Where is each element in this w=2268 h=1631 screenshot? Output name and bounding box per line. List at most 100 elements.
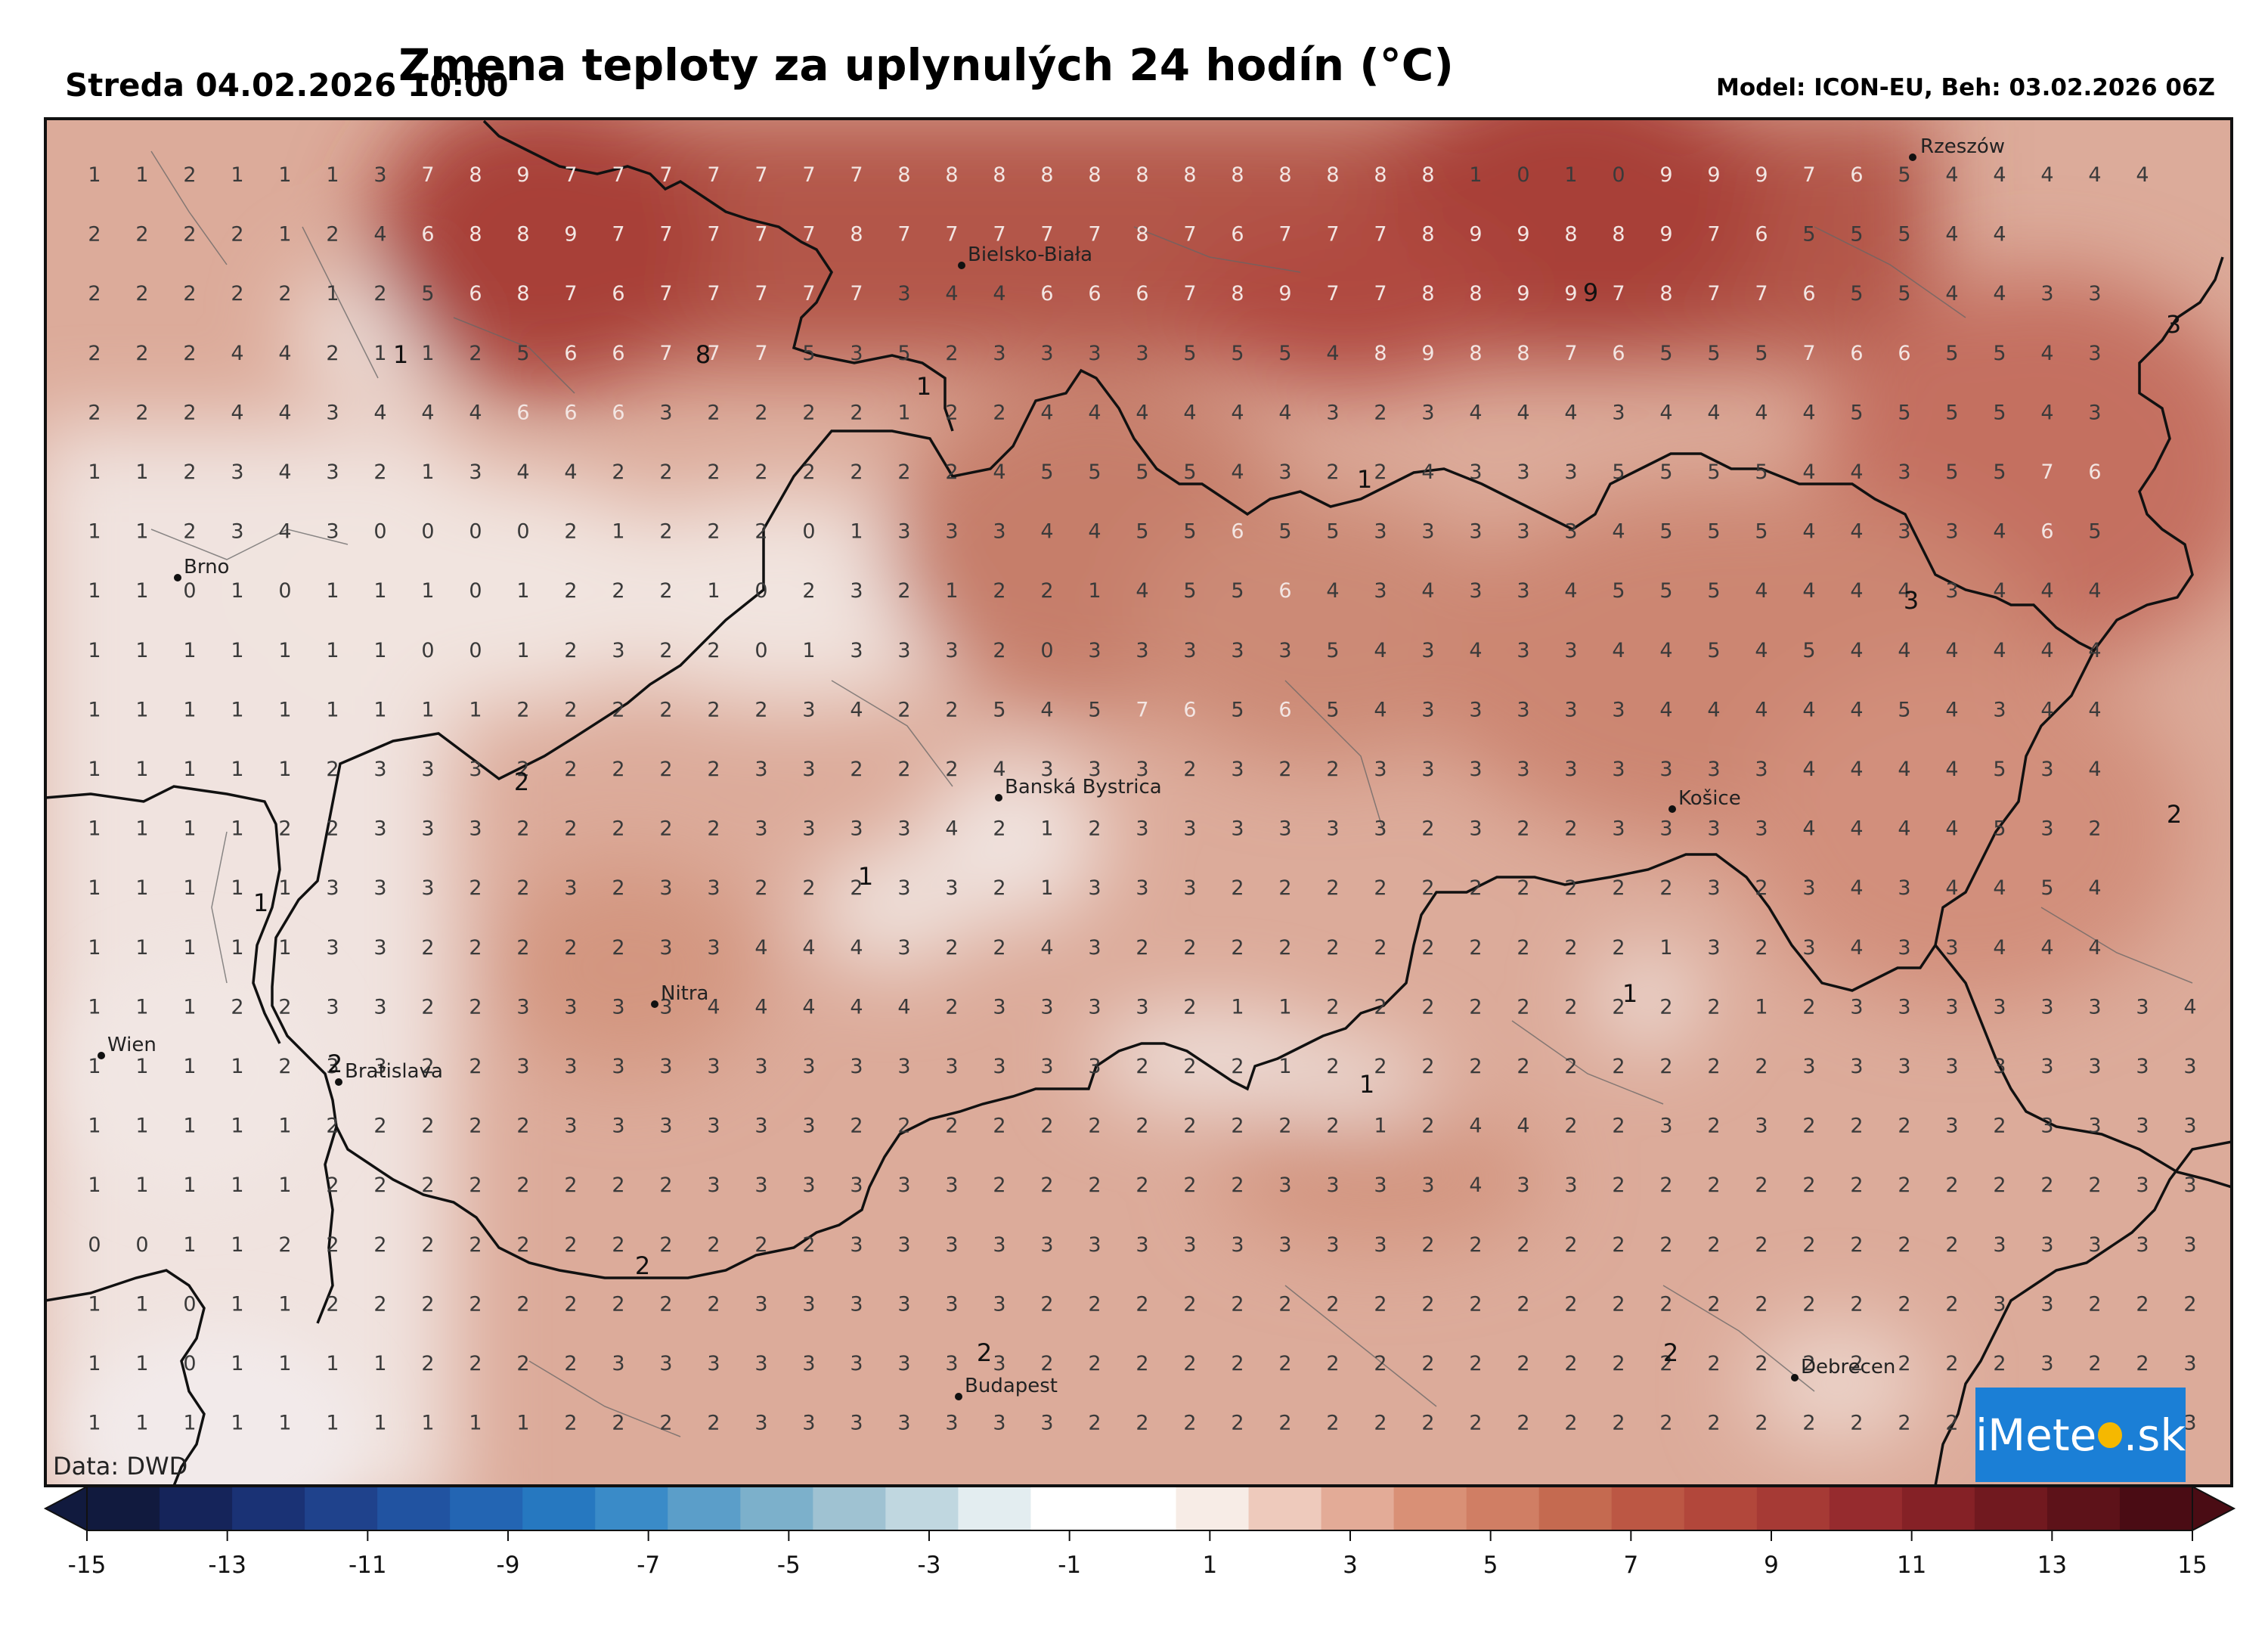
grid-value: 1 xyxy=(231,1055,243,1078)
grid-value: 3 xyxy=(2088,401,2101,424)
grid-value: 3 xyxy=(850,1352,863,1375)
grid-value: 2 xyxy=(1421,1412,1434,1435)
grid-value: 3 xyxy=(2136,1174,2149,1197)
grid-value: 1 xyxy=(88,995,101,1019)
grid-value: 2 xyxy=(1136,1055,1148,1078)
grid-value: 3 xyxy=(1469,698,1482,721)
contour-label: 9 xyxy=(1583,278,1598,307)
colorbar-swatch xyxy=(1248,1487,1322,1530)
grid-value: 7 xyxy=(1755,282,1768,305)
grid-value: 1 xyxy=(88,163,101,187)
grid-value: 2 xyxy=(516,936,529,960)
grid-value: 2 xyxy=(469,936,482,960)
grid-value: 3 xyxy=(897,282,910,305)
colorbar-swatch xyxy=(377,1487,451,1530)
grid-value: 3 xyxy=(1945,995,1958,1019)
grid-value: 3 xyxy=(2040,758,2053,781)
grid-value: 3 xyxy=(2088,995,2101,1019)
grid-value: 2 xyxy=(1564,1412,1577,1435)
grid-value: 3 xyxy=(1231,639,1244,662)
grid-value: 1 xyxy=(707,579,720,603)
grid-value: 3 xyxy=(659,1055,672,1078)
grid-value: 2 xyxy=(564,817,577,841)
grid-value: 4 xyxy=(897,995,910,1019)
grid-value: 1 xyxy=(326,579,339,603)
grid-value: 4 xyxy=(1802,817,1815,841)
grid-value: 4 xyxy=(1755,639,1768,662)
grid-value: 5 xyxy=(1659,342,1672,365)
contour-label: 3 xyxy=(2166,310,2181,339)
grid-value: 2 xyxy=(993,936,1005,960)
grid-value: 7 xyxy=(802,282,815,305)
colorbar-swatch xyxy=(958,1487,1031,1530)
grid-value: 3 xyxy=(1993,1292,2006,1316)
grid-value: 1 xyxy=(516,579,529,603)
grid-value: 8 xyxy=(1421,223,1434,247)
grid-value: 2 xyxy=(88,282,101,305)
grid-value: 0 xyxy=(1517,163,1529,187)
grid-value: 3 xyxy=(945,639,958,662)
grid-value: 2 xyxy=(183,163,196,187)
grid-value: 3 xyxy=(1469,520,1482,544)
grid-value: 9 xyxy=(1659,223,1672,247)
grid-value: 4 xyxy=(1802,758,1815,781)
grid-value: 3 xyxy=(2040,1115,2053,1138)
grid-value: 3 xyxy=(993,342,1005,365)
grid-value: 7 xyxy=(1612,282,1625,305)
grid-value: 2 xyxy=(1612,1412,1625,1435)
grid-value: 2 xyxy=(802,876,815,900)
grid-value: 3 xyxy=(1993,1055,2006,1078)
colorbar-swatch xyxy=(1901,1487,1975,1530)
grid-value: 4 xyxy=(1993,520,2006,544)
grid-value: 2 xyxy=(897,579,910,603)
grid-value: 9 xyxy=(516,163,529,187)
grid-value: 5 xyxy=(1850,282,1863,305)
grid-value: 2 xyxy=(1040,579,1053,603)
grid-value: 2 xyxy=(1945,1352,1958,1375)
grid-value: 3 xyxy=(1802,936,1815,960)
grid-value: 2 xyxy=(1564,995,1577,1019)
grid-value: 3 xyxy=(1040,1233,1053,1257)
grid-value: 1 xyxy=(135,460,148,484)
imeteo-logo[interactable]: iMete .sk xyxy=(1975,1388,2186,1482)
grid-value: 6 xyxy=(1231,520,1244,544)
colorbar-min-arrow xyxy=(43,1485,88,1532)
grid-value: 2 xyxy=(945,698,958,721)
grid-value: 4 xyxy=(1659,401,1672,424)
grid-value: 2 xyxy=(850,876,863,900)
grid-value: 1 xyxy=(1374,1115,1387,1138)
grid-value: 2 xyxy=(2088,817,2101,841)
grid-value: 2 xyxy=(183,282,196,305)
colorbar-swatch xyxy=(1176,1487,1250,1530)
grid-value: 3 xyxy=(707,936,720,960)
grid-value: 1 xyxy=(88,520,101,544)
grid-value: 2 xyxy=(1517,995,1529,1019)
grid-value: 1 xyxy=(231,1412,243,1435)
grid-value: 2 xyxy=(802,401,815,424)
grid-value: 5 xyxy=(1945,342,1958,365)
grid-value: 7 xyxy=(1374,282,1387,305)
grid-value: 3 xyxy=(1374,1174,1387,1197)
grid-value: 2 xyxy=(1231,1055,1244,1078)
grid-value: 1 xyxy=(231,817,243,841)
grid-value: 2 xyxy=(516,698,529,721)
grid-value: 3 xyxy=(326,460,339,484)
grid-value: 2 xyxy=(1421,995,1434,1019)
grid-value: 3 xyxy=(1898,520,1910,544)
grid-value: 2 xyxy=(754,876,767,900)
grid-value: 3 xyxy=(373,163,386,187)
grid-value: 8 xyxy=(1088,163,1101,187)
grid-value: 8 xyxy=(469,163,482,187)
grid-value: 1 xyxy=(135,698,148,721)
grid-value: 8 xyxy=(897,163,910,187)
grid-value: 2 xyxy=(1374,936,1387,960)
grid-value: 8 xyxy=(1326,163,1339,187)
grid-value: 3 xyxy=(469,758,482,781)
grid-value: 5 xyxy=(1231,579,1244,603)
grid-value: 8 xyxy=(1040,163,1053,187)
grid-value: 2 xyxy=(1945,1412,1958,1435)
grid-value: 1 xyxy=(421,342,434,365)
grid-value: 5 xyxy=(1231,342,1244,365)
grid-value: 5 xyxy=(1898,282,1910,305)
grid-value: 3 xyxy=(897,520,910,544)
